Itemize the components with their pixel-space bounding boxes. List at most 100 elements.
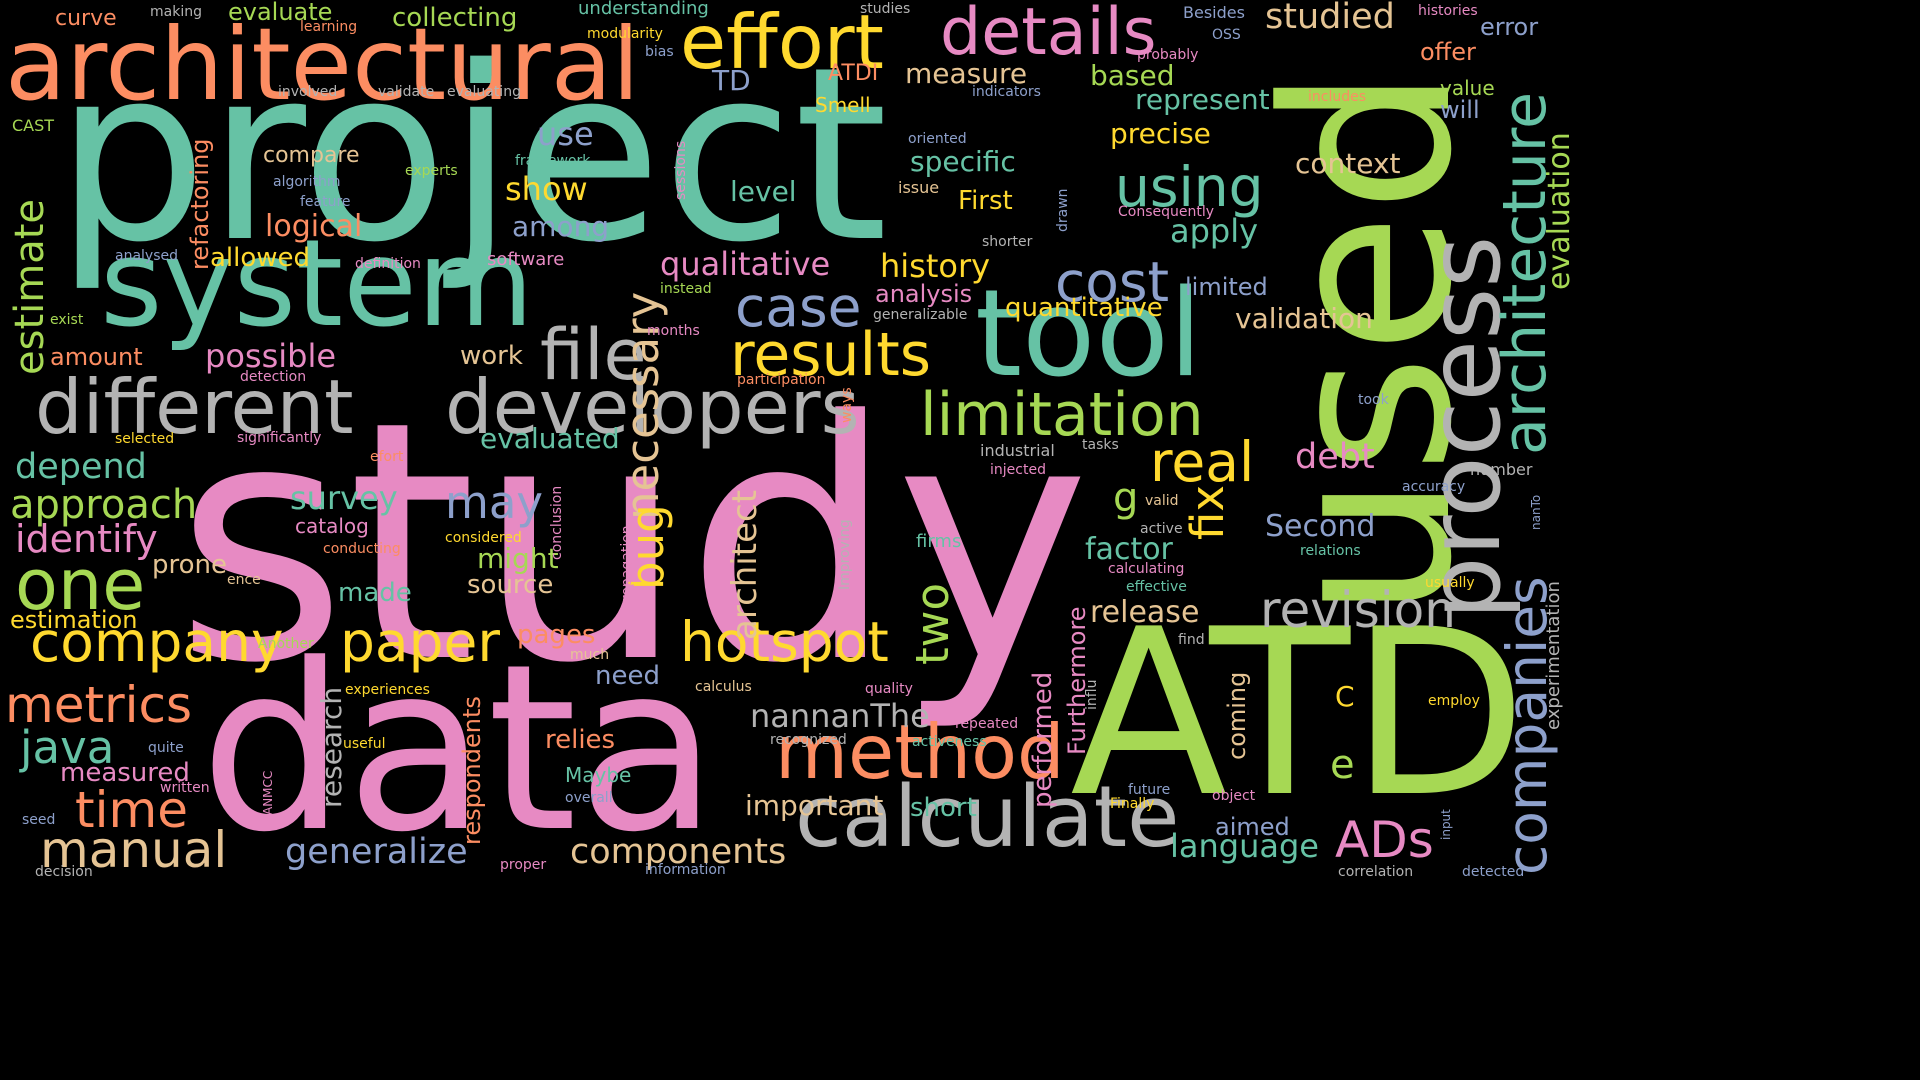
cloud-word: among [512, 210, 610, 243]
cloud-word: experimentation [1543, 581, 1564, 730]
cloud-word: generalize [285, 832, 468, 872]
cloud-word: g [1113, 475, 1139, 521]
cloud-word: respondents [458, 696, 486, 845]
cloud-word: measure [905, 57, 1028, 90]
cloud-word: debt [1295, 437, 1375, 477]
cloud-word: months [647, 323, 700, 339]
cloud-word: injected [990, 462, 1046, 478]
cloud-word: apply [1170, 212, 1259, 250]
cloud-word: Maybe [565, 763, 632, 787]
cloud-word: evaluating [447, 84, 521, 100]
cloud-word: cost [1055, 250, 1170, 314]
cloud-word: manual [40, 821, 228, 879]
cloud-word: evaluate [228, 0, 333, 26]
cloud-word: limited [1185, 273, 1268, 301]
cloud-word: ATD [1070, 581, 1528, 848]
cloud-word: significantly [237, 430, 322, 446]
cloud-word: identify [15, 517, 158, 561]
cloud-word: took [1358, 392, 1389, 408]
cloud-word: prone [152, 550, 228, 580]
cloud-word: possible [205, 337, 337, 375]
cloud-word: involved [278, 84, 338, 100]
cloud-word: quite [148, 740, 184, 756]
cloud-word: developers [445, 363, 860, 451]
cloud-word: generalizable [873, 307, 968, 323]
cloud-word: logical [265, 209, 363, 244]
cloud-word: nannanThe [750, 697, 930, 735]
cloud-word: recognized [770, 732, 847, 748]
cloud-word: firms [916, 531, 962, 552]
cloud-word: evaluated [480, 422, 620, 455]
cloud-word: oriented [908, 131, 967, 147]
cloud-word: decision [35, 864, 93, 880]
cloud-word: java [20, 721, 115, 774]
cloud-word: need [595, 661, 660, 691]
cloud-word: paper [340, 610, 500, 674]
cloud-word: might [477, 542, 559, 575]
cloud-word: much [570, 647, 610, 663]
cloud-word: metrics [5, 676, 193, 734]
cloud-word: studied [1265, 0, 1395, 37]
cloud-word: short [910, 793, 977, 823]
cloud-word: probably [1137, 47, 1199, 63]
cloud-word: understanding [578, 0, 709, 19]
cloud-word: industrial [980, 441, 1055, 460]
cloud-word: evaluation [1542, 132, 1577, 290]
cloud-word: conducting [323, 541, 401, 557]
cloud-word: depend [15, 447, 147, 487]
cloud-word: indicators [972, 84, 1041, 100]
cloud-word: refactoring [186, 138, 214, 270]
cloud-word: architectural [5, 6, 640, 123]
cloud-word: calculating [1108, 561, 1185, 577]
cloud-word: analysis [875, 280, 973, 308]
cloud-word: making [150, 4, 202, 20]
cloud-word: real [1150, 430, 1255, 494]
cloud-word: nanTo [1529, 494, 1543, 530]
cloud-word: experiences [345, 682, 430, 698]
cloud-word: details [940, 0, 1157, 70]
cloud-word: amount [50, 343, 143, 371]
cloud-word: research [315, 686, 348, 808]
cloud-word: usually [1425, 575, 1475, 591]
cloud-word: data [200, 616, 719, 883]
cloud-word: activeness [912, 734, 987, 750]
cloud-word: object [1212, 788, 1256, 804]
cloud-word: issue [898, 178, 940, 197]
cloud-word: Second [1265, 509, 1376, 544]
cloud-word: work [460, 341, 523, 371]
cloud-word: source [467, 570, 554, 600]
cloud-word: overall [565, 790, 613, 806]
cloud-word: will [1440, 96, 1480, 124]
cloud-word: find [1178, 632, 1205, 648]
cloud-word: time [75, 781, 188, 839]
cloud-word: revision [1260, 581, 1456, 639]
cloud-word: useful [343, 736, 386, 752]
cloud-word: results [730, 320, 932, 390]
cloud-word: collecting [392, 3, 518, 33]
cloud-word: curve [55, 6, 117, 31]
cloud-word: validation [1235, 302, 1373, 335]
cloud-word: qualitative [660, 245, 831, 283]
cloud-word: shorter [982, 234, 1033, 250]
cloud-word: ANMCC [261, 770, 275, 815]
cloud-word: estimate [7, 198, 53, 375]
cloud-word: propagation [619, 525, 635, 610]
cloud-word: valid [1145, 493, 1179, 509]
cloud-word: effective [1126, 579, 1187, 595]
cloud-word: estimation [10, 606, 138, 634]
cloud-word: instead [660, 281, 712, 297]
cloud-word: studies [860, 1, 911, 17]
cloud-word: different [35, 363, 354, 451]
cloud-word: calculus [695, 679, 752, 695]
cloud-word: company [30, 610, 284, 674]
cloud-word: accuracy [1402, 479, 1466, 495]
cloud-word: correlation [1338, 864, 1414, 880]
cloud-word: Consequently [1118, 204, 1215, 220]
cloud-word: Improving [837, 519, 853, 590]
cloud-word: two [906, 583, 959, 665]
cloud-word: using [1115, 155, 1264, 219]
cloud-word: bias [645, 44, 674, 60]
cloud-word: Another [258, 636, 314, 652]
cloud-word: calculate [795, 768, 1180, 867]
cloud-word: pages [517, 620, 596, 650]
